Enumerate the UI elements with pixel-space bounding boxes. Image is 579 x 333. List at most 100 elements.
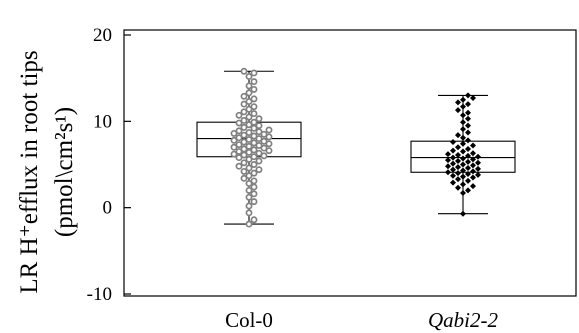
data-point [265, 140, 273, 148]
data-point [445, 151, 451, 158]
data-point [235, 119, 243, 127]
data-point [250, 169, 258, 177]
data-point [255, 142, 263, 149]
data-point [460, 155, 466, 162]
data-point [460, 148, 466, 155]
data-point [255, 157, 263, 165]
data-point [470, 162, 476, 169]
data-point [465, 177, 471, 184]
data-point [250, 190, 258, 198]
data-point [245, 98, 253, 105]
data-point [460, 173, 466, 180]
data-point [240, 167, 248, 175]
data-point [255, 135, 263, 143]
data-point [470, 95, 476, 102]
data-point [245, 164, 253, 172]
data-point [265, 147, 273, 155]
box-group [410, 92, 516, 217]
data-point [455, 184, 461, 191]
data-point [250, 161, 258, 168]
data-point [455, 170, 461, 177]
data-point [255, 128, 263, 136]
y-tick-label: 20 [93, 25, 112, 46]
data-point [235, 148, 243, 155]
data-point [465, 92, 471, 99]
y-tick-label: -10 [87, 284, 112, 305]
data-point [250, 139, 258, 147]
data-point [460, 210, 466, 217]
data-point [455, 99, 461, 106]
box-group [196, 67, 302, 228]
data-point [445, 157, 451, 164]
data-point [470, 142, 476, 149]
data-point [250, 146, 258, 154]
data-point [465, 101, 471, 108]
data-point [460, 112, 466, 119]
data-point [250, 103, 258, 111]
data-point [470, 168, 476, 175]
data-point [245, 72, 253, 80]
data-point [230, 129, 238, 137]
data-point [460, 189, 466, 196]
data-point [455, 132, 461, 139]
data-point [455, 152, 461, 159]
data-point [240, 145, 248, 153]
data-point [460, 119, 466, 126]
y-axis-title: LR H⁺efflux in root tips (pmol\cm²s¹) [16, 50, 78, 293]
y-tick-label: 10 [93, 111, 112, 132]
y-axis: 20 10 0 -10 [87, 25, 131, 305]
data-point [235, 134, 243, 142]
data-point [240, 92, 248, 100]
data-point [235, 162, 243, 170]
data-point [450, 139, 456, 146]
data-point [465, 158, 471, 165]
data-point [245, 193, 253, 201]
data-point [475, 171, 481, 178]
data-point [245, 155, 253, 163]
data-point [265, 133, 273, 141]
data-point [460, 167, 466, 174]
data-point [465, 152, 471, 159]
box-series [196, 67, 516, 228]
data-point [470, 183, 476, 190]
data-point [455, 164, 461, 171]
data-point [465, 170, 471, 177]
data-point [245, 186, 253, 194]
data-point [250, 198, 258, 206]
y-axis-title-line2: (pmol\cm²s¹) [51, 107, 78, 237]
data-point [250, 110, 258, 118]
data-point [450, 147, 456, 154]
data-point [260, 144, 268, 152]
data-point [465, 137, 471, 144]
data-point [260, 130, 268, 138]
data-point [250, 216, 258, 224]
x-axis: Col-0 Qabi2-2 [225, 308, 498, 332]
data-point [245, 202, 253, 210]
data-point [250, 153, 258, 161]
data-point [465, 109, 471, 116]
data-point [475, 159, 481, 166]
data-point [445, 169, 451, 176]
data-point [245, 121, 253, 129]
data-point [250, 177, 258, 185]
plot-frame [123, 29, 577, 297]
x-category-label: Qabi2-2 [428, 308, 498, 332]
data-point [470, 156, 476, 163]
data-point [475, 165, 481, 172]
data-point [240, 131, 248, 139]
data-point [240, 67, 248, 75]
data-point [465, 164, 471, 171]
data-point [250, 95, 258, 103]
data-point [455, 176, 461, 183]
data-point [245, 136, 253, 143]
data-point [260, 137, 268, 145]
data-point [245, 129, 253, 137]
data-point [455, 107, 461, 114]
data-point [260, 152, 268, 160]
data-point [240, 117, 248, 124]
data-point [465, 129, 471, 136]
data-point [460, 161, 466, 168]
data-point [250, 183, 258, 191]
data-point [245, 105, 253, 113]
data-point [255, 166, 263, 174]
